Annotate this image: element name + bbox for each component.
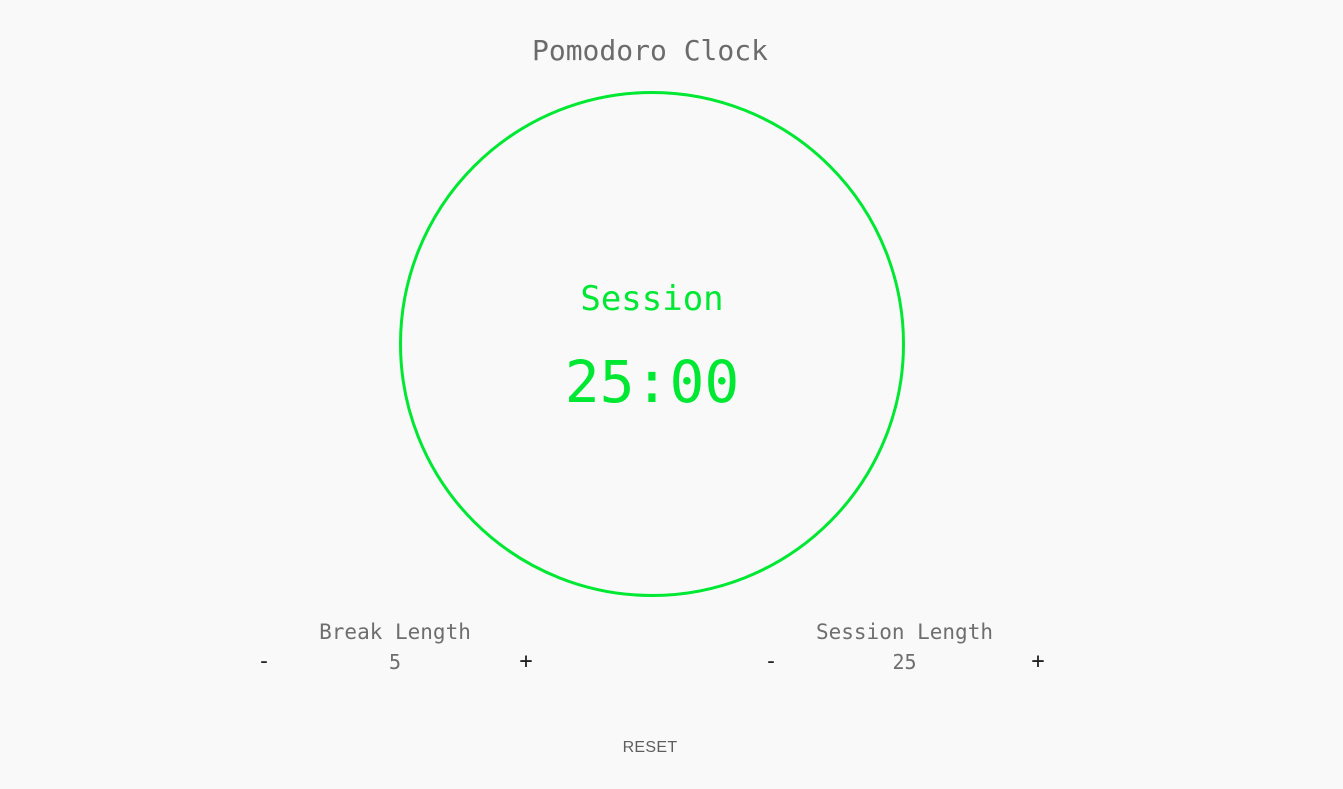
timer-circle[interactable]: Session 25:00 bbox=[399, 91, 905, 597]
session-length-row: - 25 + bbox=[757, 648, 1052, 676]
reset-button[interactable]: RESET bbox=[610, 736, 690, 760]
timer-label: Session bbox=[580, 279, 724, 319]
break-increment-button[interactable]: + bbox=[512, 648, 540, 676]
break-length-control: Break Length - 5 + bbox=[250, 618, 540, 678]
session-increment-button[interactable]: + bbox=[1024, 648, 1052, 676]
break-decrement-button[interactable]: - bbox=[250, 648, 278, 676]
break-length-label: Break Length bbox=[319, 620, 471, 644]
break-length-value: 5 bbox=[388, 650, 402, 674]
session-length-value: 25 bbox=[892, 650, 917, 674]
session-length-label: Session Length bbox=[815, 620, 993, 644]
session-decrement-button[interactable]: - bbox=[757, 648, 785, 676]
session-length-control: Session Length - 25 + bbox=[757, 618, 1052, 678]
app-title: Pomodoro Clock bbox=[531, 34, 768, 67]
break-length-row: - 5 + bbox=[250, 648, 540, 676]
timer-display: 25:00 bbox=[564, 348, 740, 416]
